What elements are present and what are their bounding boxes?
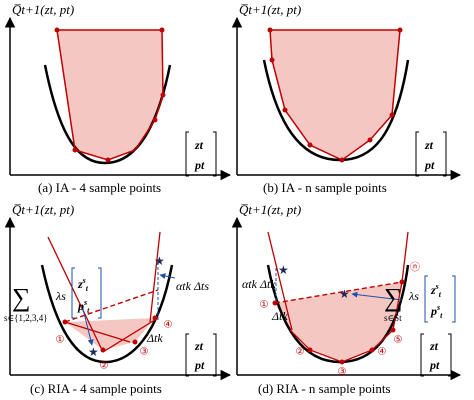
panel-b-xvec-z: zt <box>424 138 434 152</box>
panel-c-ylabel: Q̅t+1(zt, pt) <box>12 202 74 217</box>
panel-c-star-marker: ★ <box>88 345 99 359</box>
panel-b-sample-point <box>269 57 275 63</box>
panel-a-sample-point <box>160 92 166 98</box>
panel-a-xvec-p: pt <box>194 158 205 172</box>
panel-b-xvec-p: pt <box>424 158 435 172</box>
panel-d-sample-point <box>390 327 396 333</box>
panel-c-sum-index: s∈{1,2,3,4} <box>4 313 48 323</box>
panel-c-sample-point <box>62 319 68 325</box>
panel-c-point-label-2: ② <box>100 361 109 372</box>
panel-d-approx-region <box>275 282 402 362</box>
panel-b-sample-point <box>339 157 345 163</box>
panel-c-vec-p: pst <box>77 298 90 315</box>
panel-b-caption: (b) IA - n sample points <box>263 180 387 195</box>
panel-c-alpha-arrow <box>159 273 176 280</box>
panel-c-cut-line <box>64 321 131 343</box>
panel-b-sample-point <box>389 112 395 118</box>
panel-d-caption: (d) RIA - n sample points <box>258 381 391 396</box>
panel-d-point-label-5: ⑤ <box>394 335 403 346</box>
panel-d-star-marker: ★ <box>278 263 289 277</box>
panel-d-ylabel: Q̅t+1(zt, pt) <box>239 202 301 217</box>
panel-a-ylabel: Q̅t+1(zt, pt) <box>12 2 74 17</box>
panel-c-point-label-4: ④ <box>164 320 173 331</box>
panel-c-xvec-z: zt <box>194 339 204 353</box>
panel-c-sample-point <box>132 339 138 345</box>
panel-a-sample-point <box>72 147 78 153</box>
panel-d-point-label-n: ⓝ <box>410 262 420 274</box>
panel-d-lambda: λs <box>408 289 419 303</box>
panel-a: Q̅t+1(zt, pt) zt pt (a) IA - 4 sample po… <box>4 2 232 195</box>
panel-b-approx-region <box>270 30 400 160</box>
panel-d-sum-annotation: ∑ s∈St λs zst pst <box>384 275 456 323</box>
panel-a-caption: (a) IA - 4 sample points <box>38 180 161 195</box>
panel-c-alpha-label: αtk Δts <box>176 279 209 293</box>
panel-d-sum-symbol: ∑ <box>384 283 403 312</box>
panel-a-sample-point <box>105 157 111 163</box>
panel-d-point-label-4: ④ <box>378 347 387 358</box>
panel-d-vec-p: pst <box>430 303 443 320</box>
panel-c-cut-line <box>149 231 161 323</box>
panel-c-sample-point <box>152 315 158 321</box>
panel-d-sample-point <box>272 300 278 306</box>
panel-d-sample-point <box>369 347 375 353</box>
panel-b-sample-point <box>282 107 288 113</box>
panel-d-xvec-z: zt <box>429 339 439 353</box>
panel-c-sample-point <box>100 347 106 353</box>
panel-c-dashed-line <box>64 289 159 323</box>
panel-d-sample-point <box>307 347 313 353</box>
panel-d-point-label-2: ② <box>296 347 305 358</box>
panel-d-sample-point <box>339 359 345 365</box>
panel-a-approx-region <box>57 30 163 160</box>
panel-b-sample-point <box>307 142 313 148</box>
panel-d-lambda-arrow <box>351 291 403 301</box>
panel-d: Q̅t+1(zt, pt) ★ ★ ① ② ③ ④ ⑤ ⓝ αtk Δtk Δt… <box>231 202 462 396</box>
panel-a-sample-point <box>159 27 165 33</box>
panel-d-delta-label: Δtk <box>271 309 288 323</box>
panel-d-point-label-3: ③ <box>338 367 347 378</box>
panel-c-point-label-3: ③ <box>140 347 149 358</box>
panel-a-sample-point <box>54 27 60 33</box>
panel-b-sample-point <box>267 27 273 33</box>
panel-d-sum-index: s∈St <box>384 313 402 323</box>
panel-d-dashed-line <box>274 281 403 304</box>
panel-c-lambda-arrow <box>81 304 94 346</box>
panel-d-point-label-1: ① <box>260 300 269 311</box>
panel-c-vec-z: zst <box>77 276 89 293</box>
panel-c-cut-line <box>47 236 104 353</box>
panel-b-sample-point <box>367 137 373 143</box>
panel-c-sum-symbol: ∑ <box>12 283 31 312</box>
panel-d-sample-point <box>399 279 405 285</box>
panel-b-x-vector: zt pt <box>415 131 447 177</box>
panel-b: Q̅t+1(zt, pt) zt pt (b) IA - n sample po… <box>231 2 462 195</box>
panel-c-point-label-1: ① <box>56 335 65 346</box>
panel-c-cut-line <box>102 317 159 353</box>
panel-c-x-vector: zt pt <box>185 333 217 377</box>
panel-d-x-vector: zt pt <box>420 333 452 377</box>
panel-d-star-marker: ★ <box>339 287 350 301</box>
panel-b-sample-point <box>397 27 403 33</box>
panel-a-x-vector: zt pt <box>185 131 217 177</box>
panel-b-ylabel: Q̅t+1(zt, pt) <box>239 2 301 17</box>
panel-d-cut-line <box>267 231 293 331</box>
panel-a-sample-point <box>152 117 158 123</box>
panel-c-star-marker: ★ <box>154 254 165 268</box>
panel-c-xvec-p: pt <box>194 358 205 372</box>
panel-a-xvec-z: zt <box>194 138 204 152</box>
panel-c-caption: (c) RIA - 4 sample points <box>30 381 162 396</box>
panel-c-lambda: λs <box>55 289 66 303</box>
panel-d-alpha-label: αtk Δtk <box>242 277 276 291</box>
panel-d-vec-z: zst <box>430 282 442 299</box>
panel-c: Q̅t+1(zt, pt) ★ ★ ① ② ③ ④ ∑ s∈{1,2,3,4} <box>4 202 232 396</box>
panel-c-delta-label: Δtk <box>146 331 163 345</box>
panel-d-xvec-p: pt <box>429 358 440 372</box>
panel-c-approx-region <box>65 318 155 350</box>
panel-a-approx-outline <box>56 29 164 161</box>
panel-c-sum-annotation: ∑ s∈{1,2,3,4} λs zst pst <box>4 267 102 323</box>
